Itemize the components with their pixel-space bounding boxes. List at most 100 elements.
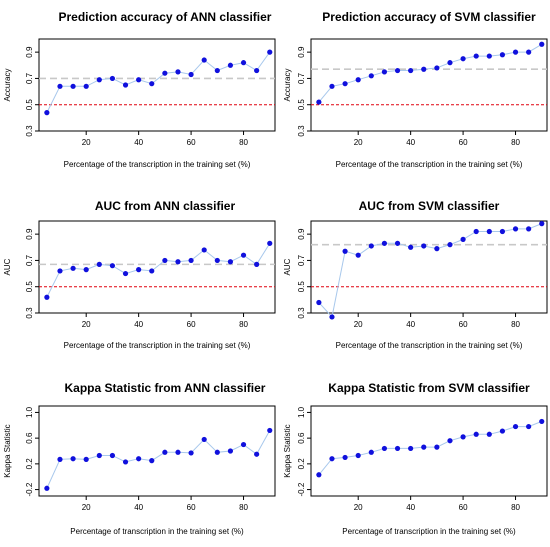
data-point: [329, 456, 335, 462]
data-point: [499, 228, 506, 235]
data-point: [96, 261, 102, 267]
x-tick-label: 20: [82, 503, 91, 512]
data-point: [434, 246, 440, 252]
y-tick-label: 1.0: [297, 406, 306, 418]
y-tick-label: 0.9: [297, 228, 306, 240]
data-point: [227, 448, 234, 454]
data-point: [512, 423, 519, 430]
y-axis-label: Accuracy: [3, 69, 12, 102]
data-point: [149, 458, 155, 464]
x-tick-label: 80: [239, 503, 248, 512]
data-point: [57, 268, 63, 274]
data-point: [355, 252, 361, 258]
plot-frame: [38, 38, 276, 132]
series-line: [46, 51, 271, 113]
x-axis-label: Percentage of the transcription in the t…: [64, 160, 251, 169]
y-tick-label: 0.7: [25, 72, 34, 84]
x-tick-label: 60: [187, 320, 196, 329]
data-point: [149, 268, 155, 274]
data-point: [201, 247, 207, 253]
x-tick-label: 20: [354, 138, 363, 147]
data-point: [267, 240, 273, 246]
chart-title: AUC from SVM classifier: [359, 199, 500, 213]
chart-title: AUC from ANN classifier: [95, 199, 236, 213]
y-tick-label: 0.3: [25, 125, 34, 137]
data-point: [408, 244, 414, 250]
series-line: [46, 430, 271, 489]
data-point: [381, 69, 388, 75]
data-point: [460, 434, 466, 440]
data-point: [526, 423, 532, 430]
data-point: [486, 228, 492, 235]
data-point: [434, 65, 440, 71]
data-point: [122, 270, 129, 277]
data-point: [70, 265, 76, 271]
data-point: [329, 314, 335, 320]
data-point: [136, 77, 142, 83]
plot-frame: [38, 405, 276, 497]
data-point: [512, 226, 519, 232]
y-tick-label: 0.6: [25, 432, 34, 444]
data-point: [175, 449, 181, 455]
data-point: [254, 451, 260, 457]
data-point: [214, 257, 220, 264]
data-point: [162, 257, 168, 264]
data-point: [188, 257, 194, 264]
data-point: [175, 259, 181, 265]
x-tick-label: 60: [187, 138, 196, 147]
y-tick-label: 0.5: [25, 99, 34, 111]
data-point: [381, 445, 388, 452]
data-point: [342, 81, 348, 87]
data-point: [109, 75, 116, 82]
x-tick-label: 80: [239, 138, 248, 147]
plot-frame: [38, 220, 276, 314]
data-point: [408, 67, 414, 74]
data-point: [329, 83, 335, 89]
x-axis-label: Percentage of transcription in the train…: [342, 527, 516, 536]
data-point: [342, 248, 348, 254]
x-tick-label: 80: [511, 503, 520, 512]
data-point: [473, 53, 479, 59]
x-axis-label: Percentage of the transcription in the t…: [336, 160, 523, 169]
data-point: [162, 449, 168, 455]
y-tick-label: -0.2: [297, 482, 306, 496]
y-axis-label: AUC: [3, 258, 12, 275]
y-tick-label: 0.9: [25, 228, 34, 240]
x-tick-label: 20: [354, 320, 363, 329]
data-point: [175, 69, 181, 75]
plot-frame: [310, 220, 548, 314]
y-tick-label: 0.2: [25, 458, 34, 470]
data-point: [240, 441, 247, 448]
x-tick-label: 60: [459, 138, 468, 147]
x-axis-label: Percentage of transcription in the train…: [70, 527, 244, 536]
y-tick-label: 0.5: [25, 281, 34, 293]
y-tick-label: 0.2: [297, 458, 306, 470]
data-point: [149, 81, 155, 87]
data-point: [83, 83, 89, 89]
data-point: [227, 62, 234, 68]
data-point: [316, 299, 322, 306]
data-point: [188, 450, 194, 456]
data-point: [368, 243, 374, 249]
data-point: [267, 49, 273, 55]
chart-panel: Prediction accuracy of ANN classifier 20 4…: [3, 10, 276, 169]
data-point: [254, 261, 260, 267]
x-tick-label: 60: [459, 320, 468, 329]
y-tick-label: -0.2: [25, 482, 34, 496]
y-tick-label: 0.9: [25, 46, 34, 58]
data-point: [486, 53, 492, 59]
data-point: [109, 452, 116, 459]
data-point: [240, 252, 247, 258]
chart-panel: AUC from SVM classifier 20 40 60 80 0.3 0.5 0.7…: [283, 199, 548, 350]
data-point: [499, 428, 506, 434]
data-point: [473, 431, 479, 437]
data-point: [447, 242, 453, 248]
data-point: [214, 449, 220, 455]
y-axis-label: Accuracy: [283, 69, 292, 102]
data-point: [70, 456, 76, 462]
data-point: [188, 71, 194, 78]
series-line: [318, 43, 543, 103]
data-point: [136, 456, 142, 462]
x-tick-label: 40: [406, 138, 415, 147]
data-point: [539, 221, 545, 227]
